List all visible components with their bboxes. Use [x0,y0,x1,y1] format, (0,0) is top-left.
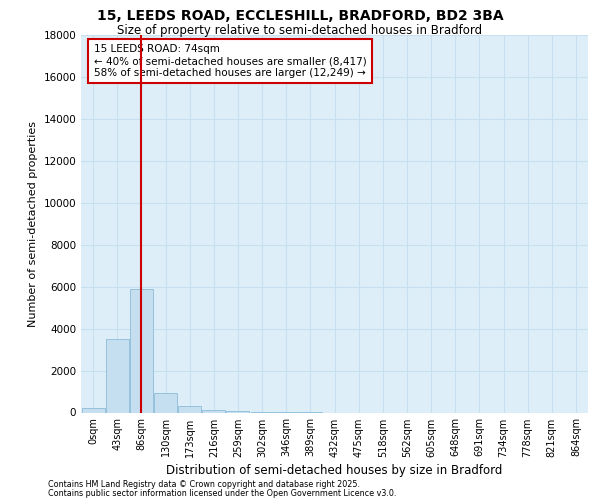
Bar [154,392,177,412]
Text: 15, LEEDS ROAD, ECCLESHILL, BRADFORD, BD2 3BA: 15, LEEDS ROAD, ECCLESHILL, BRADFORD, BD… [97,9,503,23]
Text: Size of property relative to semi-detached houses in Bradford: Size of property relative to semi-detach… [118,24,482,37]
Bar [82,408,104,412]
Y-axis label: Number of semi-detached properties: Number of semi-detached properties [28,120,38,327]
Text: Contains public sector information licensed under the Open Government Licence v3: Contains public sector information licen… [48,488,397,498]
Bar [202,410,225,412]
Text: 15 LEEDS ROAD: 74sqm
← 40% of semi-detached houses are smaller (8,417)
58% of se: 15 LEEDS ROAD: 74sqm ← 40% of semi-detac… [94,44,367,78]
Bar [178,406,201,412]
X-axis label: Distribution of semi-detached houses by size in Bradford: Distribution of semi-detached houses by … [166,464,503,476]
Text: Contains HM Land Registry data © Crown copyright and database right 2025.: Contains HM Land Registry data © Crown c… [48,480,360,489]
Bar [130,289,153,412]
Bar [106,339,128,412]
